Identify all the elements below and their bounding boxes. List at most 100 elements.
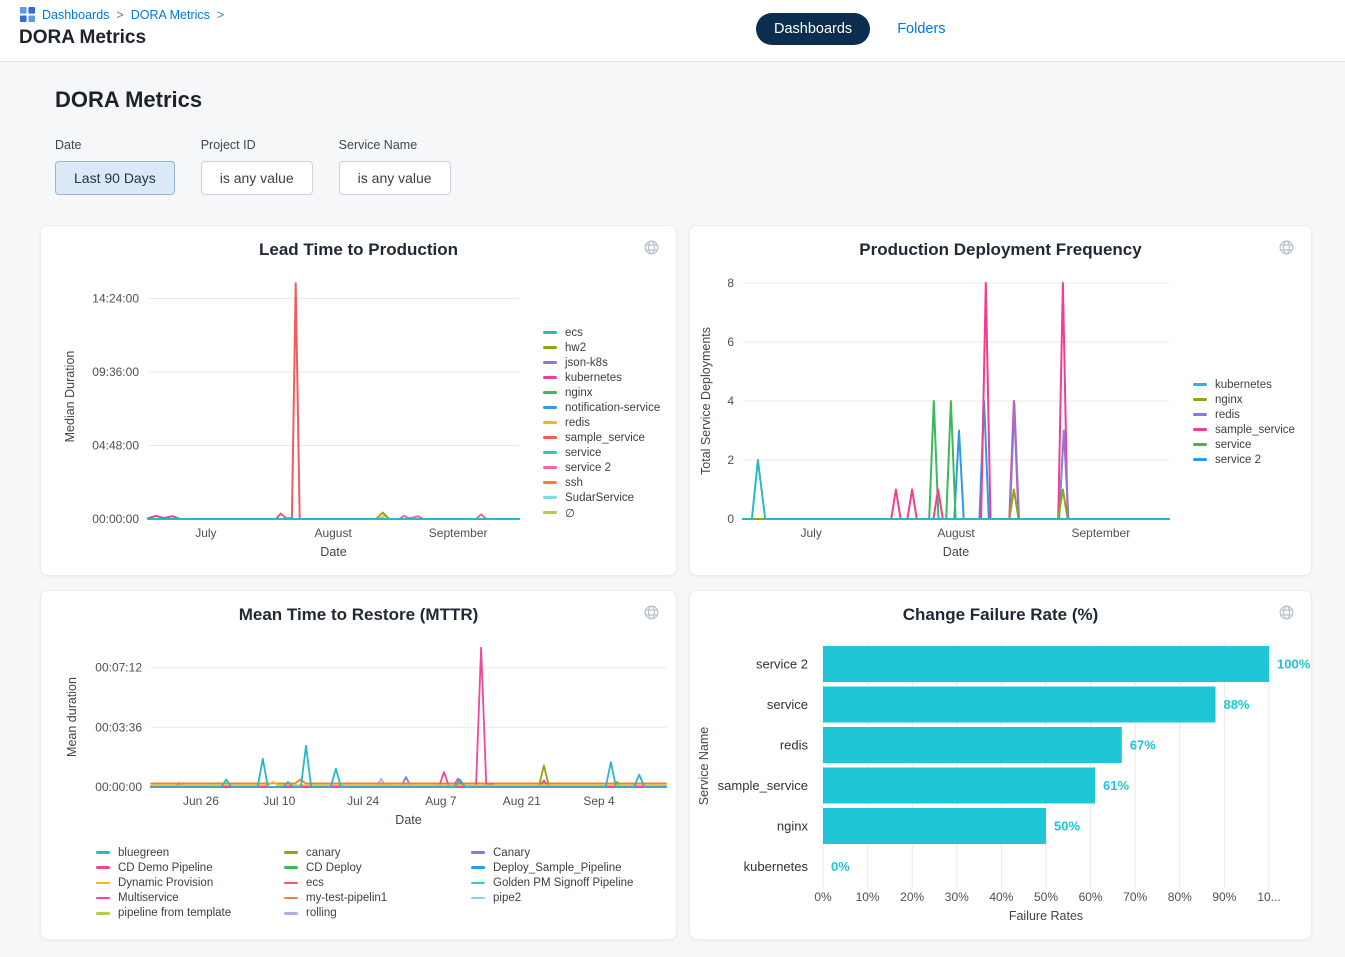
filter-date-value[interactable]: Last 90 Days bbox=[55, 161, 175, 195]
legend-item-∅[interactable]: ∅ bbox=[543, 505, 660, 520]
legend-item-hw2[interactable]: hw2 bbox=[543, 340, 660, 355]
bar-sample_service[interactable] bbox=[823, 768, 1095, 804]
legend-swatch bbox=[471, 866, 485, 869]
y-tick-label: 00:07:12 bbox=[95, 661, 142, 675]
bar-service[interactable] bbox=[823, 687, 1215, 723]
change-failure-rate-chart[interactable]: 0%10%20%30%40%50%60%70%80%90%10...servic… bbox=[690, 591, 1313, 946]
legend-label: sample_service bbox=[1215, 424, 1295, 436]
legend-item-sample_service[interactable]: sample_service bbox=[543, 430, 660, 445]
legend-item-ecs[interactable]: ecs bbox=[284, 875, 471, 890]
legend-label: SudarService bbox=[565, 492, 634, 504]
legend-item-CD Deploy[interactable]: CD Deploy bbox=[284, 860, 471, 875]
y-tick-label: 09:36:00 bbox=[92, 365, 139, 379]
legend-item-service 2[interactable]: service 2 bbox=[1193, 452, 1295, 467]
legend-swatch bbox=[543, 481, 557, 484]
legend-item-service 2[interactable]: service 2 bbox=[543, 460, 660, 475]
legend-item-sample_service[interactable]: sample_service bbox=[1193, 422, 1295, 437]
series-sample_service[interactable] bbox=[148, 283, 519, 519]
legend-swatch bbox=[543, 496, 557, 499]
legend-label: pipe2 bbox=[493, 892, 521, 904]
legend-item-service[interactable]: service bbox=[1193, 437, 1295, 452]
filter-date: Date Last 90 Days bbox=[55, 138, 175, 195]
legend-item-kubernetes[interactable]: kubernetes bbox=[1193, 377, 1295, 392]
legend-item-Canary[interactable]: Canary bbox=[471, 845, 633, 860]
legend-item-redis[interactable]: redis bbox=[543, 415, 660, 430]
x-tick-label: Jun 26 bbox=[183, 794, 219, 808]
view-tabs: Dashboards Folders bbox=[756, 13, 946, 45]
breadcrumb-link-dashboards[interactable]: Dashboards bbox=[42, 8, 109, 22]
legend-swatch bbox=[543, 361, 557, 364]
breadcrumb-link-dora-metrics[interactable]: DORA Metrics bbox=[131, 8, 210, 22]
legend-item-CD Demo Pipeline[interactable]: CD Demo Pipeline bbox=[96, 860, 284, 875]
bar-service 2[interactable] bbox=[823, 646, 1269, 682]
legend-swatch bbox=[1193, 413, 1207, 416]
legend-item-rolling[interactable]: rolling bbox=[284, 906, 471, 921]
filter-project-id-value[interactable]: is any value bbox=[201, 161, 313, 195]
legend-swatch bbox=[1193, 383, 1207, 386]
legend-item-Dynamic Provision[interactable]: Dynamic Provision bbox=[96, 875, 284, 890]
legend-item-SudarService[interactable]: SudarService bbox=[543, 490, 660, 505]
panel-lead-time: Lead Time to Production 00:00:0004:48:00… bbox=[40, 225, 677, 576]
bar-redis[interactable] bbox=[823, 727, 1122, 763]
legend-item-redis[interactable]: redis bbox=[1193, 407, 1295, 422]
legend-item-Deploy_Sample_Pipeline[interactable]: Deploy_Sample_Pipeline bbox=[471, 860, 633, 875]
legend-label: service bbox=[565, 447, 601, 459]
y-tick-label: 6 bbox=[727, 335, 734, 349]
legend-item-json-k8s[interactable]: json-k8s bbox=[543, 355, 660, 370]
mttr-legend: bluegreen CD Demo PipelineDynamic Provisi… bbox=[96, 845, 633, 921]
legend-item-pipe2[interactable]: pipe2 bbox=[471, 891, 633, 906]
x-tick-label: Sep 4 bbox=[583, 794, 615, 808]
legend-swatch bbox=[1193, 398, 1207, 401]
y-tick-label: 04:48:00 bbox=[92, 439, 139, 453]
legend-label: redis bbox=[1215, 409, 1240, 421]
legend-item-nginx[interactable]: nginx bbox=[1193, 392, 1295, 407]
legend-swatch bbox=[471, 851, 485, 854]
legend-swatch bbox=[284, 882, 298, 885]
legend-item-nginx[interactable]: nginx bbox=[543, 385, 660, 400]
x-tick-label: 10% bbox=[856, 890, 880, 904]
legend-item-ssh[interactable]: ssh bbox=[543, 475, 660, 490]
x-tick-label: August bbox=[937, 526, 975, 540]
legend-item-ecs[interactable]: ecs bbox=[543, 325, 660, 340]
y-axis-title: Total Service Deployments bbox=[699, 327, 713, 475]
legend-swatch bbox=[96, 866, 110, 869]
x-tick-label: 40% bbox=[989, 890, 1013, 904]
value-label: 100% bbox=[1277, 657, 1311, 672]
legend-label: canary bbox=[306, 847, 341, 859]
legend-swatch bbox=[1193, 458, 1207, 461]
tab-dashboards[interactable]: Dashboards bbox=[756, 13, 870, 45]
legend-item-Multiservice[interactable]: Multiservice bbox=[96, 891, 284, 906]
legend-item-pipeline from template[interactable]: pipeline from template bbox=[96, 906, 284, 921]
series-Multiservice[interactable] bbox=[151, 648, 666, 787]
legend-label: hw2 bbox=[565, 342, 586, 354]
legend-item-kubernetes[interactable]: kubernetes bbox=[543, 370, 660, 385]
x-axis-title: Failure Rates bbox=[1009, 909, 1083, 923]
legend-label: ssh bbox=[565, 477, 583, 489]
y-tick-label: 2 bbox=[727, 453, 734, 467]
x-axis-title: Date bbox=[320, 545, 346, 559]
panel-change-failure-rate: Change Failure Rate (%) 0%10%20%30%40%50… bbox=[689, 590, 1312, 940]
value-label: 50% bbox=[1054, 819, 1080, 834]
x-tick-label: July bbox=[195, 526, 216, 540]
legend-item-service[interactable]: service bbox=[543, 445, 660, 460]
y-tick-label: 8 bbox=[727, 276, 734, 290]
legend-item-my-test-pipelin1[interactable]: my-test-pipelin1 bbox=[284, 891, 471, 906]
legend-item-notification-service[interactable]: notification-service bbox=[543, 400, 660, 415]
legend-item-bluegreen[interactable]: bluegreen bbox=[96, 845, 284, 860]
y-tick-label: 00:00:00 bbox=[95, 780, 142, 794]
filter-service-name-value[interactable]: is any value bbox=[339, 161, 451, 195]
legend-item-canary[interactable]: canary bbox=[284, 845, 471, 860]
legend-swatch bbox=[284, 912, 298, 915]
legend-swatch bbox=[543, 466, 557, 469]
filter-project-id-label: Project ID bbox=[201, 138, 313, 152]
bar-nginx[interactable] bbox=[823, 808, 1046, 844]
tab-folders[interactable]: Folders bbox=[897, 21, 945, 37]
legend-label: CD Demo Pipeline bbox=[118, 862, 213, 874]
x-tick-label: August bbox=[314, 526, 352, 540]
legend-item-Golden PM Signoff Pipeline[interactable]: Golden PM Signoff Pipeline bbox=[471, 875, 633, 890]
x-tick-label: Jul 10 bbox=[263, 794, 295, 808]
x-tick-label: Jul 24 bbox=[347, 794, 379, 808]
value-label: 88% bbox=[1223, 697, 1249, 712]
legend-swatch bbox=[543, 346, 557, 349]
y-tick-label: 14:24:00 bbox=[92, 292, 139, 306]
